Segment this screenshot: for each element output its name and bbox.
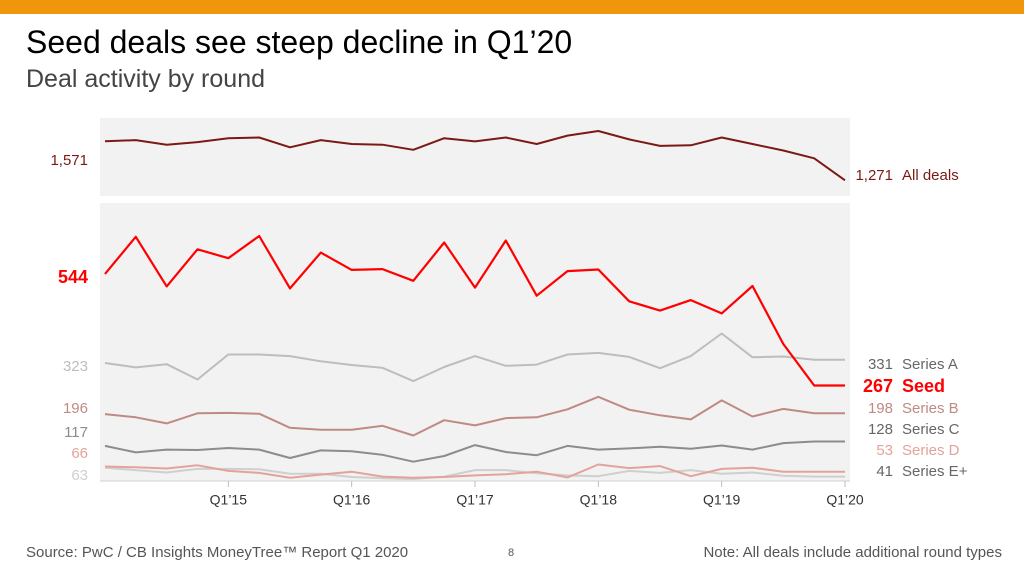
source-note: Source: PwC / CB Insights MoneyTree™ Rep… [26,544,409,561]
footnote: Note: All deals include additional round… [703,544,1002,561]
start-value-label-series-c: 117 [64,424,88,441]
legend-label-series-e: Series E+ [902,463,968,480]
end-value-label-series-d: 53 [876,442,893,459]
end-value-label-all-deals: 1,271 [855,167,893,184]
start-value-label-series-a: 323 [63,358,88,375]
x-tick-label: Q1’17 [456,492,494,508]
series-line-series-c [104,440,845,463]
series-line-series-a [104,332,845,383]
x-tick-label: Q1’16 [333,492,371,508]
x-tick-label: Q1’20 [826,492,864,508]
page-number: 8 [508,547,515,559]
end-value-label-series-b: 198 [868,400,893,417]
start-value-label-seed: 544 [58,267,88,287]
end-value-label-series-e: 41 [876,463,893,480]
start-value-label-series-e: 63 [71,467,88,484]
series-line-series-d [104,463,845,479]
legend-label-all-deals: All deals [902,167,959,184]
series-line-series-b [104,395,845,437]
x-tick-label: Q1’15 [210,492,248,508]
legend-label-series-d: Series D [902,442,960,459]
series-line-series-e [104,466,845,480]
x-tick-label: Q1’19 [703,492,741,508]
bottom-panel-background [100,203,850,481]
end-value-label-series-c: 128 [868,421,893,438]
legend-label-series-a: Series A [902,356,958,373]
start-value-label-series-d: 66 [71,445,88,462]
end-value-label-seed: 267 [863,376,893,396]
legend-label-series-b: Series B [902,400,959,417]
slide-title: Seed deals see steep decline in Q1’20 [26,24,573,60]
start-value-label-all-deals: 1,571 [50,152,88,169]
series-line-all-deals [104,130,846,182]
end-value-label-series-a: 331 [868,356,893,373]
start-value-label-series-b: 196 [63,400,88,417]
slide-subtitle: Deal activity by round [26,65,266,93]
legend-label-seed: Seed [902,376,945,396]
top-panel-background [100,118,850,196]
x-tick-label: Q1’18 [580,492,618,508]
legend-label-series-c: Series C [902,421,960,438]
series-line-seed [104,234,845,387]
top-accent-bar [0,0,1024,14]
